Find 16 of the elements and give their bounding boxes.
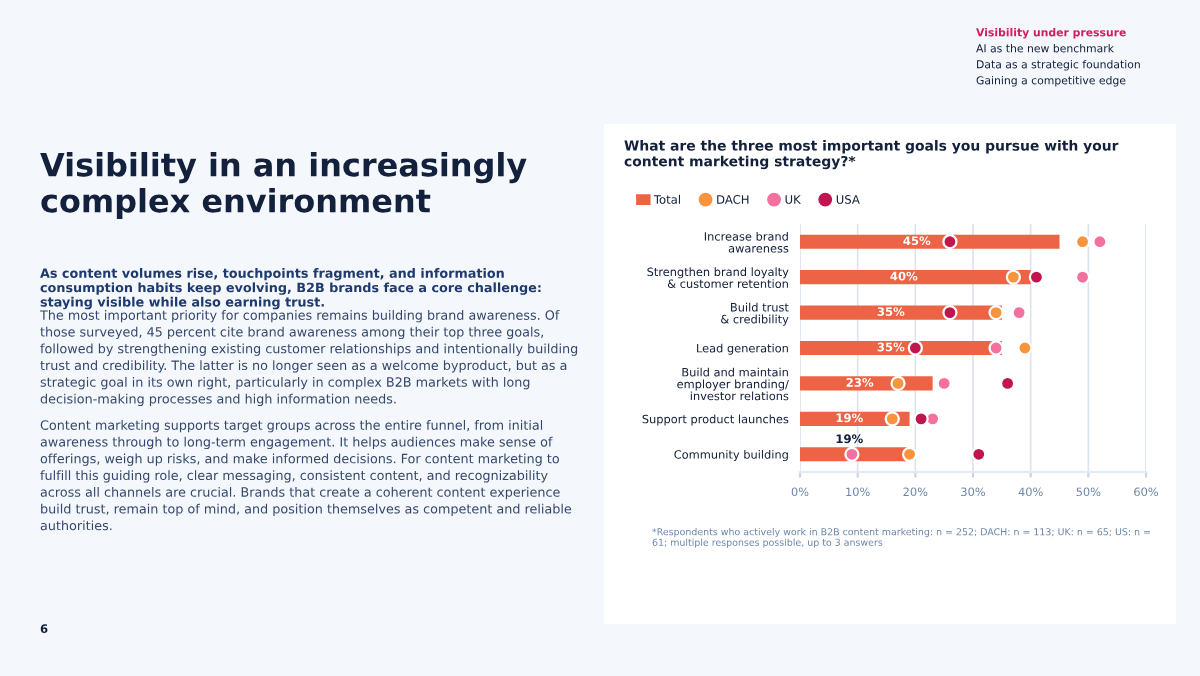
- point: [890, 375, 906, 392]
- point: [907, 340, 923, 356]
- bar: [800, 376, 933, 391]
- point: [942, 234, 958, 250]
- point: [913, 411, 929, 427]
- bar: [800, 234, 1060, 249]
- point: [1017, 340, 1033, 356]
- point: [884, 411, 900, 427]
- text: Visibility in an increasingly complex environment: [40, 152, 527, 219]
- point: [1005, 269, 1021, 285]
- point: [988, 340, 1004, 356]
- point: [901, 446, 918, 462]
- point: [844, 446, 860, 462]
- point: [988, 304, 1004, 321]
- point: [942, 304, 958, 321]
- bar: [800, 270, 1031, 285]
